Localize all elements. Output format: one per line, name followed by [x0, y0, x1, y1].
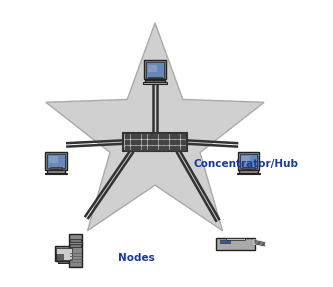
Bar — [70, 238, 81, 242]
FancyBboxPatch shape — [49, 156, 58, 163]
Bar — [220, 240, 229, 243]
FancyBboxPatch shape — [241, 156, 250, 163]
Bar — [148, 77, 162, 78]
FancyBboxPatch shape — [143, 82, 167, 84]
FancyBboxPatch shape — [57, 254, 64, 260]
Bar — [242, 168, 255, 169]
Text: Concentrator/Hub: Concentrator/Hub — [194, 159, 299, 168]
FancyBboxPatch shape — [55, 246, 73, 261]
FancyBboxPatch shape — [45, 173, 67, 174]
FancyBboxPatch shape — [216, 238, 255, 250]
Bar — [226, 238, 245, 240]
FancyBboxPatch shape — [240, 154, 257, 168]
Text: Nodes: Nodes — [118, 253, 155, 263]
FancyBboxPatch shape — [69, 234, 82, 267]
FancyBboxPatch shape — [45, 152, 67, 170]
FancyBboxPatch shape — [48, 154, 65, 168]
FancyBboxPatch shape — [237, 173, 260, 174]
FancyBboxPatch shape — [124, 133, 186, 151]
Bar — [70, 244, 81, 247]
FancyBboxPatch shape — [146, 62, 164, 77]
FancyBboxPatch shape — [238, 152, 259, 170]
FancyBboxPatch shape — [239, 170, 257, 173]
FancyBboxPatch shape — [57, 248, 72, 260]
FancyBboxPatch shape — [144, 60, 166, 79]
FancyBboxPatch shape — [47, 170, 65, 173]
FancyBboxPatch shape — [148, 65, 157, 72]
Polygon shape — [46, 23, 264, 231]
FancyBboxPatch shape — [58, 261, 70, 263]
Bar — [50, 168, 62, 169]
FancyBboxPatch shape — [145, 80, 165, 82]
